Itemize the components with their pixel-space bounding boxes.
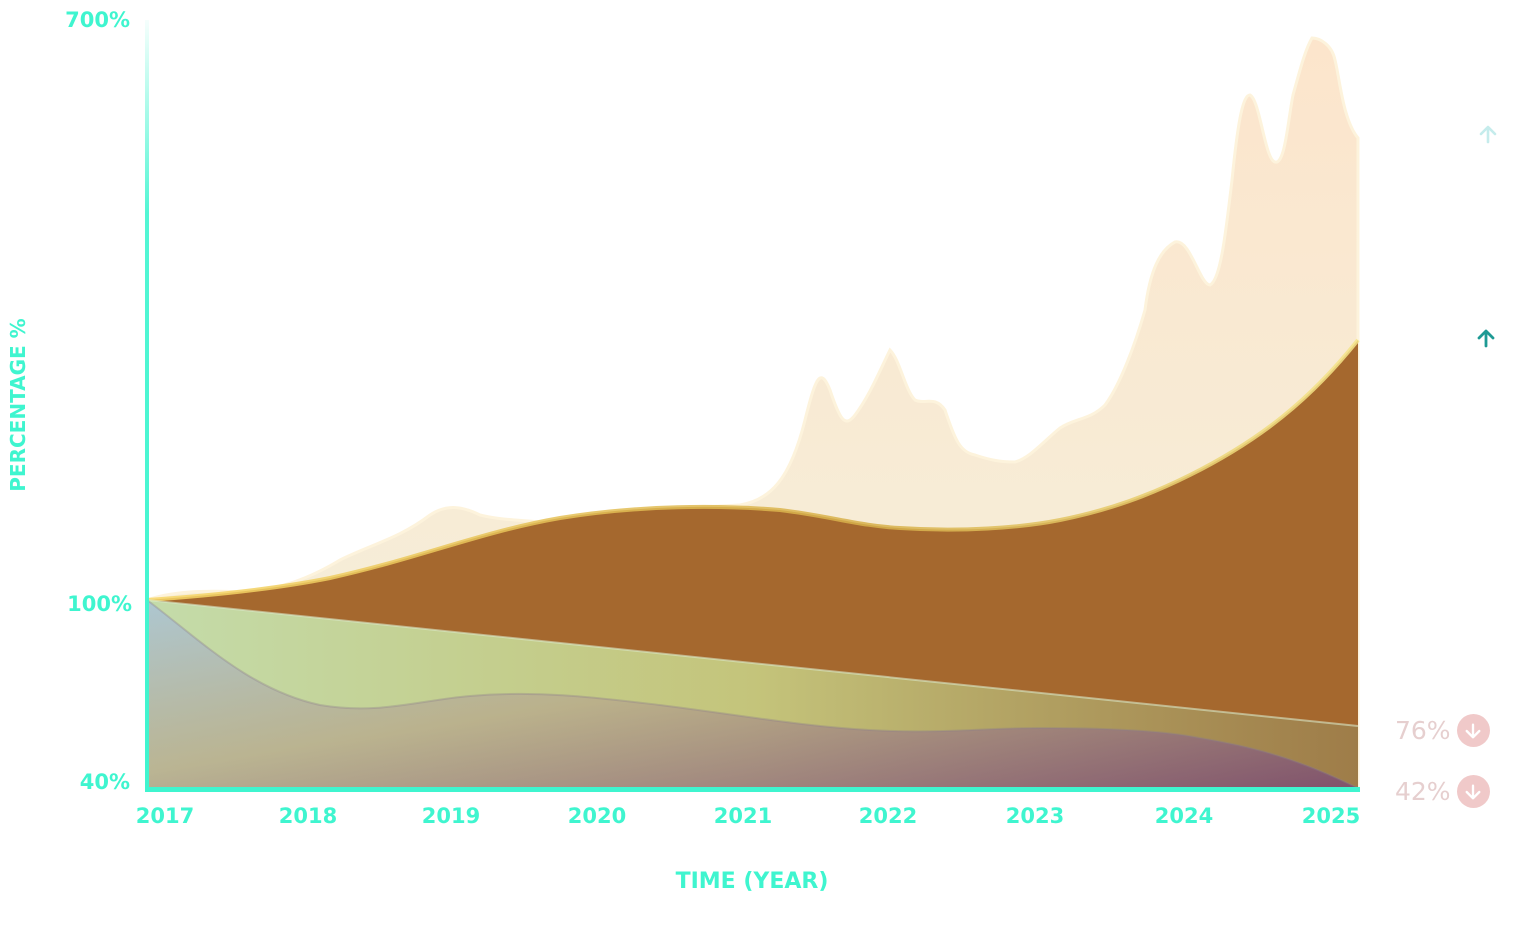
y-axis-title: PERCENTAGE % [6,318,30,492]
x-axis-line [145,787,1360,792]
x-tick-2019: 2019 [421,804,481,828]
arrow-down-circle-icon [1456,714,1490,747]
y-tick-700: 700% [65,8,130,32]
x-tick-2024: 2024 [1154,804,1214,828]
end-label-42: 42% [1395,775,1490,808]
series-d-line [146,599,1359,789]
x-tick-2021: 2021 [713,804,773,828]
x-tick-2020: 2020 [567,804,627,828]
x-tick-2017: 2017 [135,804,195,828]
y-axis-line [145,20,149,792]
arrow-up-icon [1477,329,1495,348]
x-axis-title: TIME (YEAR) [675,869,829,894]
x-tick-2023: 2023 [1005,804,1065,828]
series-b-line [146,338,1360,602]
end-label-76: 76% [1395,714,1490,747]
arrow-down-circle-icon [1456,775,1490,808]
arrow-up-icon [1479,125,1497,144]
x-tick-2018: 2018 [278,804,338,828]
end-label-42-text: 42% [1395,777,1451,806]
series-c-line [146,599,1359,727]
end-label-76-text: 76% [1395,716,1451,745]
y-tick-40: 40% [79,770,130,794]
x-tick-2022: 2022 [858,804,918,828]
series-d-area [147,600,1358,790]
x-tick-2025: 2025 [1301,804,1361,828]
y-tick-100: 100% [67,592,132,616]
